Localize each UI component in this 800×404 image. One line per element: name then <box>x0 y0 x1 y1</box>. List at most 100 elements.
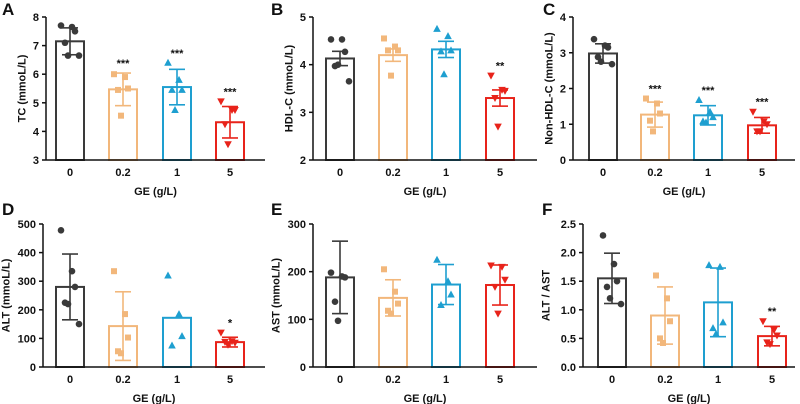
data-point <box>766 341 774 349</box>
x-tick-label: 5 <box>227 374 233 386</box>
panel-c: C 0 *** 0.2 *** 1 *** 5 0 1 2 3 4 Non-HDL-C (mmoL/L) G… <box>543 0 795 198</box>
data-point <box>224 341 232 349</box>
data-point <box>341 48 349 56</box>
data-point <box>327 36 335 43</box>
data-point <box>501 276 509 284</box>
y-axis-title: HDL-C (mmoL/L) <box>284 44 296 132</box>
bar <box>162 316 192 369</box>
y-axis-title: TC (mmoL/L) <box>17 54 29 122</box>
significance-label: *** <box>171 48 185 60</box>
significance-label: ** <box>768 306 777 318</box>
x-axis-title: GE (g/L) <box>668 393 711 404</box>
data-point <box>487 72 495 80</box>
x-tick-label: 0 <box>67 374 73 386</box>
data-point <box>217 98 225 106</box>
x-tick-label: 0.2 <box>115 374 130 386</box>
data-point <box>756 128 764 136</box>
y-tick-label: 400 <box>18 248 36 260</box>
data-point <box>118 350 124 357</box>
data-point <box>75 52 83 59</box>
panel-letter: E <box>271 200 282 219</box>
y-tick-label: 5 <box>300 12 306 24</box>
data-point <box>695 95 703 103</box>
x-axis-title: GE (g/L) <box>134 186 177 198</box>
y-axis-title: Non-HDL-C (mmoL/L) <box>544 32 556 145</box>
data-point <box>749 108 757 116</box>
y-tick-label: 2.5 <box>561 219 576 231</box>
data-point <box>125 85 131 92</box>
data-point <box>168 341 176 349</box>
y-tick-label: 0 <box>560 155 566 167</box>
data-point <box>125 334 131 341</box>
data-point <box>395 300 401 307</box>
panel-a: A 0 *** 0.2 *** 1 *** 5 3 4 5 6 7 8 TC (mmoL/L) GE (g/L… <box>2 0 265 198</box>
x-axis-title: GE (g/L) <box>404 186 447 198</box>
data-point <box>388 310 394 317</box>
y-tick-label: 5 <box>33 98 39 110</box>
x-tick-label: 1 <box>443 374 449 386</box>
data-point <box>617 300 625 308</box>
data-point <box>603 283 611 291</box>
data-point <box>444 32 452 40</box>
data-point <box>759 318 767 326</box>
data-point <box>650 128 656 135</box>
bar <box>588 52 618 162</box>
y-tick-label: 500 <box>18 219 36 231</box>
data-point <box>494 123 502 131</box>
y-tick-label: 1.5 <box>561 276 576 288</box>
panel-f: F 0 0.2 1 ** 5 0.0 0.5 1.0 1.5 2.0 2.5 ALT / AST GE (… <box>541 200 795 404</box>
y-tick-label: 100 <box>18 333 36 345</box>
panel-letter: F <box>542 200 552 219</box>
y-tick-label: 3 <box>560 48 566 60</box>
data-point <box>719 318 727 326</box>
y-axis-title: ALT / AST <box>541 270 553 322</box>
data-point <box>667 318 673 325</box>
data-point <box>447 290 455 298</box>
y-tick-label: 2 <box>300 155 306 167</box>
data-point <box>331 298 339 305</box>
data-point <box>64 52 72 59</box>
x-tick-label: 1 <box>443 167 449 179</box>
y-tick-label: 0 <box>30 362 36 374</box>
y-tick-label: 3 <box>300 107 306 119</box>
data-point <box>654 100 660 107</box>
y-tick-label: 7 <box>33 41 39 53</box>
data-point <box>712 329 720 337</box>
data-point <box>178 332 186 340</box>
y-tick-label: 0 <box>300 362 306 374</box>
data-point <box>597 58 605 65</box>
panel-letter: A <box>2 0 14 19</box>
data-point <box>773 332 781 340</box>
data-point <box>706 107 714 115</box>
data-point <box>437 301 445 309</box>
data-point <box>164 58 172 66</box>
x-tick-label: 1 <box>715 374 721 386</box>
data-point <box>498 263 506 271</box>
x-axis-title: GE (g/L) <box>133 393 176 404</box>
data-point <box>164 271 172 279</box>
x-axis-title: GE (g/L) <box>663 186 706 198</box>
x-tick-label: 1 <box>174 374 180 386</box>
x-tick-label: 5 <box>497 167 503 179</box>
data-point <box>702 118 710 126</box>
data-point <box>763 121 771 129</box>
data-point <box>590 35 598 43</box>
data-point <box>61 39 69 47</box>
data-point <box>392 43 398 50</box>
data-point <box>447 46 455 54</box>
significance-label: * <box>228 318 233 330</box>
data-point <box>653 272 659 279</box>
data-point <box>345 78 353 85</box>
panel-letter: D <box>2 200 14 219</box>
data-point <box>494 310 502 318</box>
y-tick-label: 2 <box>560 84 566 96</box>
significance-label: *** <box>117 58 131 70</box>
y-axis-title: ALT (mmoL/L) <box>1 258 13 332</box>
x-tick-label: 0 <box>337 167 343 179</box>
data-point <box>334 61 342 68</box>
significance-label: *** <box>702 85 716 97</box>
significance-label: *** <box>649 84 663 96</box>
y-tick-label: 6 <box>33 69 39 81</box>
data-point <box>341 274 349 281</box>
